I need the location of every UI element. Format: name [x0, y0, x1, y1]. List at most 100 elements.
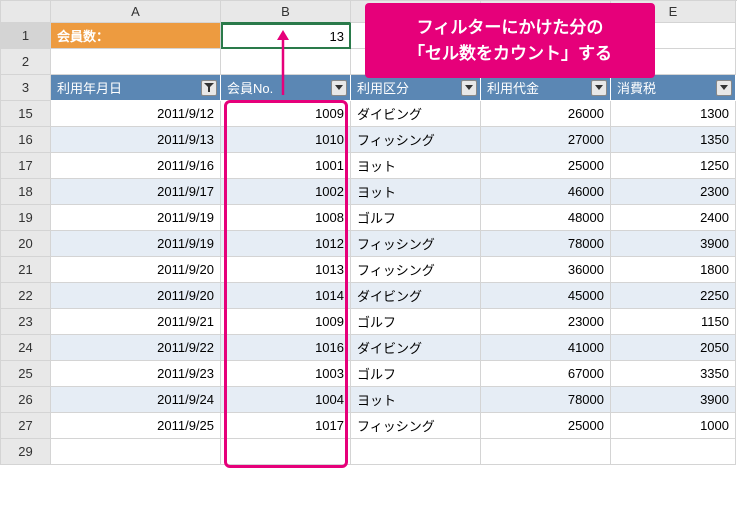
cell-fee-20[interactable]: 78000	[481, 231, 611, 257]
annotation-callout: フィルターにかけた分の 「セル数をカウント」する	[365, 3, 655, 78]
row-header-26[interactable]: 26	[1, 387, 51, 413]
cell-category-21[interactable]: フィッシング	[351, 257, 481, 283]
cell-date-22[interactable]: 2011/9/20	[51, 283, 221, 309]
row-header-23[interactable]: 23	[1, 309, 51, 335]
cell-tax-22[interactable]: 2250	[611, 283, 736, 309]
cell-fee-23[interactable]: 23000	[481, 309, 611, 335]
cell-category-15[interactable]: ダイビング	[351, 101, 481, 127]
cell-memberno-25[interactable]: 1003	[221, 361, 351, 387]
cell-empty-last-0[interactable]	[51, 439, 221, 465]
cell-fee-15[interactable]: 26000	[481, 101, 611, 127]
filter-button-tax[interactable]	[716, 80, 732, 96]
cell-date-18[interactable]: 2011/9/17	[51, 179, 221, 205]
cell-tax-16[interactable]: 1350	[611, 127, 736, 153]
cell-category-22[interactable]: ダイビング	[351, 283, 481, 309]
cell-fee-19[interactable]: 48000	[481, 205, 611, 231]
cell-date-25[interactable]: 2011/9/23	[51, 361, 221, 387]
row-header-1[interactable]: 1	[1, 23, 51, 49]
row-header-15[interactable]: 15	[1, 101, 51, 127]
cell-tax-26[interactable]: 3900	[611, 387, 736, 413]
row-header-2[interactable]: 2	[1, 49, 51, 75]
cell-category-25[interactable]: ゴルフ	[351, 361, 481, 387]
cell-memberno-18[interactable]: 1002	[221, 179, 351, 205]
cell-memberno-24[interactable]: 1016	[221, 335, 351, 361]
row-header-27[interactable]: 27	[1, 413, 51, 439]
cell-category-27[interactable]: フィッシング	[351, 413, 481, 439]
cell-memberno-17[interactable]: 1001	[221, 153, 351, 179]
filter-button-date[interactable]	[201, 80, 217, 96]
cell-memberno-19[interactable]: 1008	[221, 205, 351, 231]
cell-empty-last-2[interactable]	[351, 439, 481, 465]
cell-memberno-23[interactable]: 1009	[221, 309, 351, 335]
cell-memberno-21[interactable]: 1013	[221, 257, 351, 283]
row-header-16[interactable]: 16	[1, 127, 51, 153]
cell-category-17[interactable]: ヨット	[351, 153, 481, 179]
row-header-3[interactable]: 3	[1, 75, 51, 101]
cell-date-19[interactable]: 2011/9/19	[51, 205, 221, 231]
cell-memberno-20[interactable]: 1012	[221, 231, 351, 257]
cell-category-26[interactable]: ヨット	[351, 387, 481, 413]
cell-tax-21[interactable]: 1800	[611, 257, 736, 283]
cell-category-16[interactable]: フィッシング	[351, 127, 481, 153]
cell-empty-2-0[interactable]	[51, 49, 221, 75]
cell-date-27[interactable]: 2011/9/25	[51, 413, 221, 439]
cell-memberno-27[interactable]: 1017	[221, 413, 351, 439]
cell-empty-last-4[interactable]	[611, 439, 736, 465]
cell-empty-2-1[interactable]	[221, 49, 351, 75]
cell-category-18[interactable]: ヨット	[351, 179, 481, 205]
row-header-20[interactable]: 20	[1, 231, 51, 257]
filter-button-member[interactable]	[331, 80, 347, 96]
row-header-22[interactable]: 22	[1, 283, 51, 309]
cell-fee-26[interactable]: 78000	[481, 387, 611, 413]
cell-category-24[interactable]: ダイビング	[351, 335, 481, 361]
cell-tax-20[interactable]: 3900	[611, 231, 736, 257]
cell-memberno-26[interactable]: 1004	[221, 387, 351, 413]
column-header-A[interactable]: A	[51, 1, 221, 23]
row-header-18[interactable]: 18	[1, 179, 51, 205]
cell-date-23[interactable]: 2011/9/21	[51, 309, 221, 335]
cell-date-15[interactable]: 2011/9/12	[51, 101, 221, 127]
cell-category-20[interactable]: フィッシング	[351, 231, 481, 257]
cell-memberno-15[interactable]: 1009	[221, 101, 351, 127]
cell-empty-last-1[interactable]	[221, 439, 351, 465]
cell-tax-19[interactable]: 2400	[611, 205, 736, 231]
row-header-17[interactable]: 17	[1, 153, 51, 179]
cell-fee-18[interactable]: 46000	[481, 179, 611, 205]
column-header-B[interactable]: B	[221, 1, 351, 23]
cell-fee-27[interactable]: 25000	[481, 413, 611, 439]
cell-fee-17[interactable]: 25000	[481, 153, 611, 179]
cell-date-24[interactable]: 2011/9/22	[51, 335, 221, 361]
cell-empty-last-3[interactable]	[481, 439, 611, 465]
cell-date-17[interactable]: 2011/9/16	[51, 153, 221, 179]
cell-fee-24[interactable]: 41000	[481, 335, 611, 361]
cell-tax-23[interactable]: 1150	[611, 309, 736, 335]
cell-fee-16[interactable]: 27000	[481, 127, 611, 153]
cell-tax-27[interactable]: 1000	[611, 413, 736, 439]
cell-category-23[interactable]: ゴルフ	[351, 309, 481, 335]
cell-fee-22[interactable]: 45000	[481, 283, 611, 309]
row-header-25[interactable]: 25	[1, 361, 51, 387]
cell-memberno-16[interactable]: 1010	[221, 127, 351, 153]
callout-line1: フィルターにかけた分の	[381, 15, 639, 41]
filter-button-category[interactable]	[461, 80, 477, 96]
cell-date-20[interactable]: 2011/9/19	[51, 231, 221, 257]
row-header-24[interactable]: 24	[1, 335, 51, 361]
cell-memberno-22[interactable]: 1014	[221, 283, 351, 309]
row-header-21[interactable]: 21	[1, 257, 51, 283]
cell-fee-25[interactable]: 67000	[481, 361, 611, 387]
cell-tax-18[interactable]: 2300	[611, 179, 736, 205]
row-header-29[interactable]: 29	[1, 439, 51, 465]
cell-date-26[interactable]: 2011/9/24	[51, 387, 221, 413]
cell-date-21[interactable]: 2011/9/20	[51, 257, 221, 283]
cell-tax-24[interactable]: 2050	[611, 335, 736, 361]
cell-tax-17[interactable]: 1250	[611, 153, 736, 179]
cell-date-16[interactable]: 2011/9/13	[51, 127, 221, 153]
select-all-corner[interactable]	[1, 1, 51, 23]
row-header-19[interactable]: 19	[1, 205, 51, 231]
cell-fee-21[interactable]: 36000	[481, 257, 611, 283]
cell-tax-25[interactable]: 3350	[611, 361, 736, 387]
member-count-value[interactable]: 13	[221, 23, 351, 49]
cell-category-19[interactable]: ゴルフ	[351, 205, 481, 231]
filter-button-fee[interactable]	[591, 80, 607, 96]
cell-tax-15[interactable]: 1300	[611, 101, 736, 127]
